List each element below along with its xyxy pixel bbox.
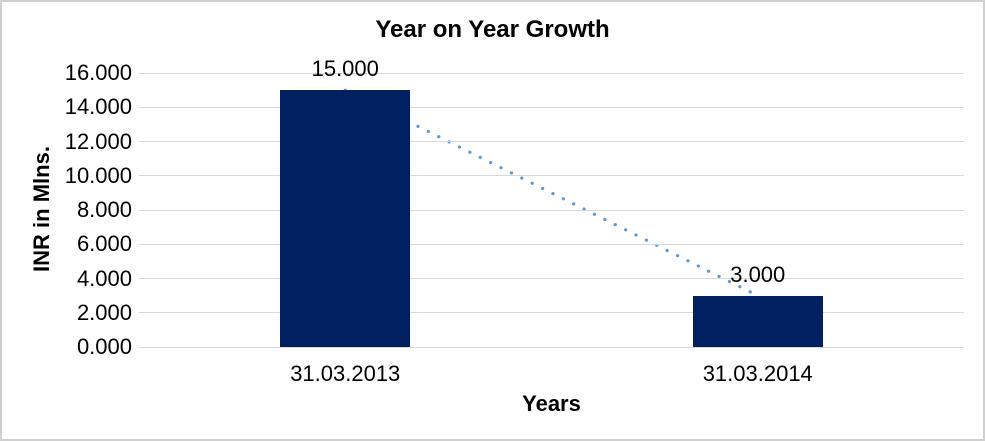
- bar-data-label: 15.000: [311, 56, 379, 82]
- y-gridline: [139, 278, 964, 279]
- bar-data-label: 3.000: [730, 261, 786, 287]
- y-tick-label: 0.000: [76, 334, 132, 359]
- y-tick-label: 8.000: [76, 197, 132, 222]
- y-tick-label: 2.000: [76, 299, 132, 325]
- chart-title: Year on Year Growth: [375, 16, 610, 43]
- bar: [280, 90, 411, 347]
- bar: [692, 295, 823, 347]
- y-gridline: [139, 243, 964, 245]
- x-category-label: 31.03.2013: [290, 361, 401, 386]
- y-tick-label: 16.000: [64, 60, 132, 85]
- y-tick-label: 10.000: [64, 162, 132, 188]
- y-tick-label: 14.000: [64, 94, 132, 120]
- y-gridline: [139, 346, 964, 348]
- y-gridline: [139, 209, 964, 211]
- y-tick-label: 4.000: [76, 265, 132, 291]
- x-category-label: 31.03.2014: [702, 361, 813, 386]
- y-gridline: [139, 72, 964, 74]
- x-axis-title: Years: [522, 391, 581, 416]
- y-tick-label: 12.000: [64, 128, 132, 154]
- y-gridline: [139, 106, 964, 108]
- y-gridline: [139, 175, 964, 177]
- y-gridline: [139, 141, 964, 142]
- y-tick-label: 6.000: [76, 231, 132, 257]
- y-gridline: [139, 312, 964, 314]
